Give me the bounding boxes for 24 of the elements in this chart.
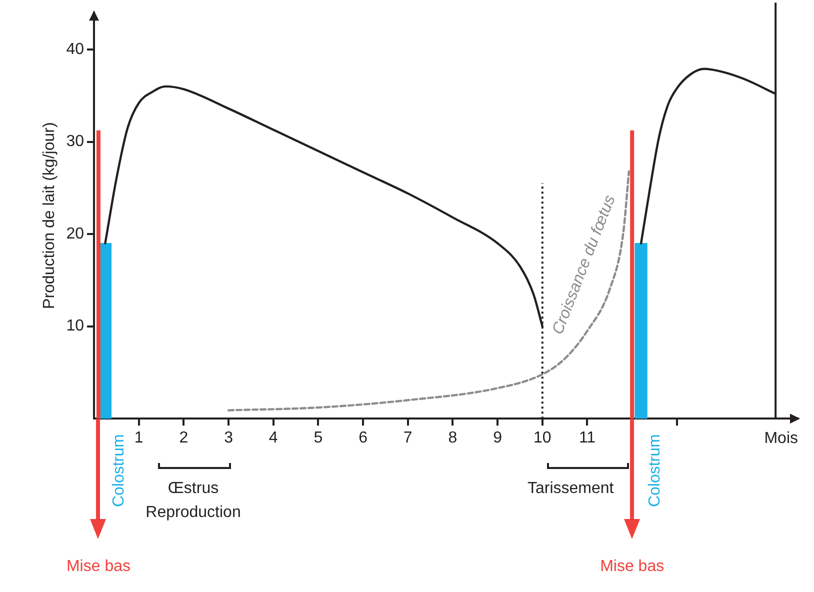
x-tick-label: 11 bbox=[578, 430, 596, 447]
x-tick-label: 6 bbox=[358, 430, 368, 447]
text: Colostrum bbox=[110, 434, 128, 508]
text: Tarissement bbox=[527, 480, 614, 498]
text: Reproduction bbox=[146, 504, 241, 522]
x-tick-label: 2 bbox=[179, 430, 188, 447]
x-tick-label: 8 bbox=[448, 430, 458, 447]
y-tick-label: 40 bbox=[66, 40, 84, 58]
y-tick-label: 20 bbox=[66, 225, 84, 242]
y-tick-label: 10 bbox=[66, 318, 84, 335]
y-axis-title: Production de lait (kg/jour) bbox=[41, 122, 58, 309]
x-tick-label: 7 bbox=[403, 430, 412, 447]
x-tick-label: 9 bbox=[493, 430, 502, 447]
y-tick-label: 30 bbox=[66, 133, 84, 150]
x-axis-title: Mois bbox=[764, 430, 798, 447]
x-tick-label: 5 bbox=[314, 430, 323, 447]
x-tick-label: 3 bbox=[224, 430, 234, 447]
x-tick-label: 4 bbox=[268, 430, 278, 447]
text: Œstrus bbox=[168, 480, 219, 498]
x-tick-label: 1 bbox=[134, 430, 144, 447]
ref-line-label: Mise bas bbox=[66, 558, 130, 576]
text: Colostrum bbox=[646, 434, 664, 508]
ref-line-label: Mise bas bbox=[600, 558, 664, 576]
x-tick-label: 10 bbox=[534, 430, 552, 447]
